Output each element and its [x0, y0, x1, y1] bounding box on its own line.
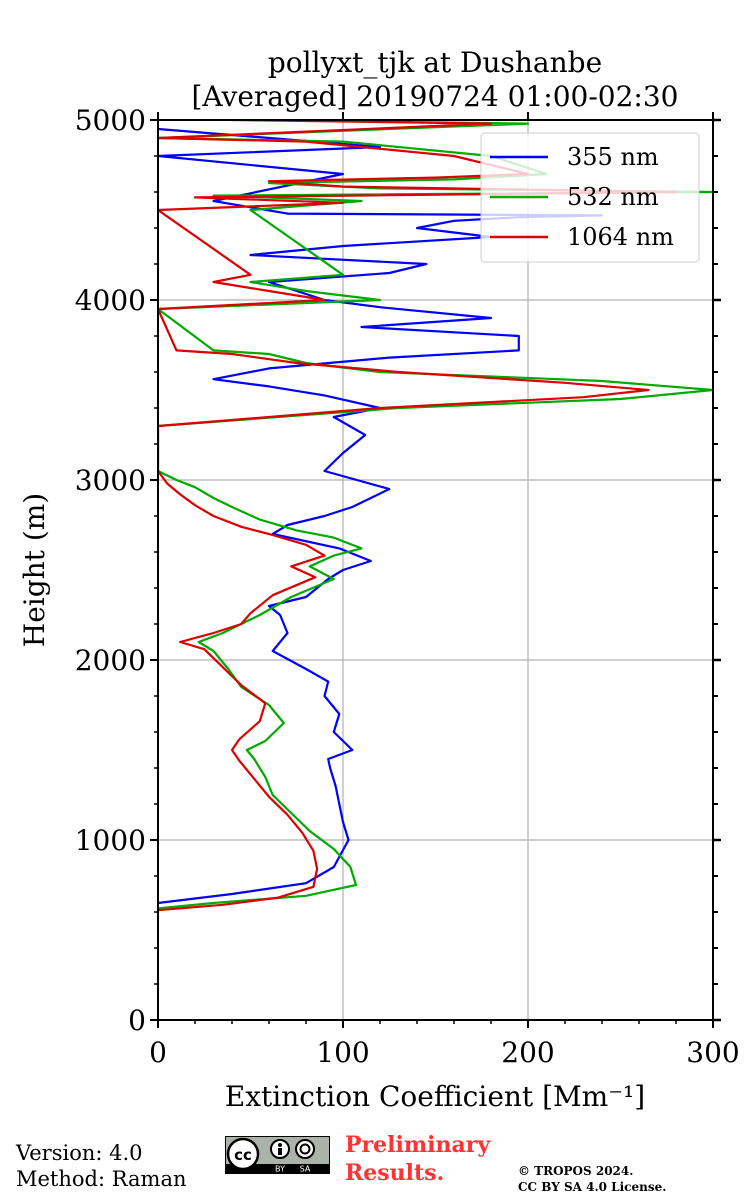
- copyright-note: © TROPOS 2024. CC BY SA 4.0 License.: [518, 1163, 666, 1195]
- x-tick-label: 100: [316, 1036, 369, 1069]
- x-axis-label: Extinction Coefficient [Mm⁻¹]: [225, 1080, 645, 1113]
- grid-lines: [158, 120, 713, 1020]
- x-tick-label: 200: [501, 1036, 554, 1069]
- series-line-355-nm: [158, 127, 604, 905]
- legend-box: [480, 132, 700, 263]
- x-tick-labels: 0 100 200 300: [149, 1036, 740, 1069]
- preliminary-line2: Results.: [345, 1160, 445, 1186]
- plot-frame: [157, 119, 714, 1021]
- x-tick-label: 300: [686, 1036, 739, 1069]
- y-axis-label: Height (m): [18, 493, 51, 647]
- y-tick-label: 3000: [75, 464, 146, 497]
- cc-icon-label: cc: [234, 1146, 252, 1164]
- cc-icon: [226, 1137, 260, 1171]
- y-tick-labels: 0 1000 2000 3000 4000 5000: [75, 104, 146, 1037]
- series-lines: [158, 120, 713, 912]
- cc-license-badge: cc BY SA: [225, 1136, 330, 1174]
- series-line-1064-nm: [158, 120, 678, 912]
- version-info: Version: 4.0 Method: Raman: [16, 1140, 187, 1192]
- y-tick-label: 0: [128, 1004, 146, 1037]
- sa-icon: [295, 1139, 315, 1159]
- y-tick-label: 1000: [75, 824, 146, 857]
- sa-label: SA: [300, 1165, 311, 1174]
- chart-title-line2: [Averaged] 20190724 01:00-02:30: [192, 80, 679, 113]
- x-tick-label: 0: [149, 1036, 167, 1069]
- license-text: CC BY SA 4.0 License.: [518, 1180, 667, 1194]
- preliminary-results-note: Preliminary Results.: [345, 1131, 490, 1187]
- version-text: Version: 4.0: [16, 1141, 143, 1165]
- y-tick-label: 4000: [75, 284, 146, 317]
- y-tick-label: 2000: [75, 644, 146, 677]
- y-tick-label: 5000: [75, 104, 146, 137]
- preliminary-line1: Preliminary: [345, 1132, 491, 1158]
- legend-label: 1064 nm: [567, 223, 674, 251]
- extinction-profile-chart: pollyxt_tjk at Dushanbe [Averaged] 20190…: [18, 46, 740, 1113]
- method-text: Method: Raman: [16, 1167, 187, 1191]
- legend: 355 nm 532 nm 1064 nm: [480, 132, 700, 263]
- copyright-text: © TROPOS 2024.: [518, 1164, 634, 1178]
- chart-title-line1: pollyxt_tjk at Dushanbe: [268, 46, 602, 79]
- legend-label: 355 nm: [567, 143, 659, 171]
- by-label: BY: [275, 1165, 285, 1174]
- axis-ticks: [150, 112, 721, 1028]
- legend-label: 532 nm: [567, 183, 659, 211]
